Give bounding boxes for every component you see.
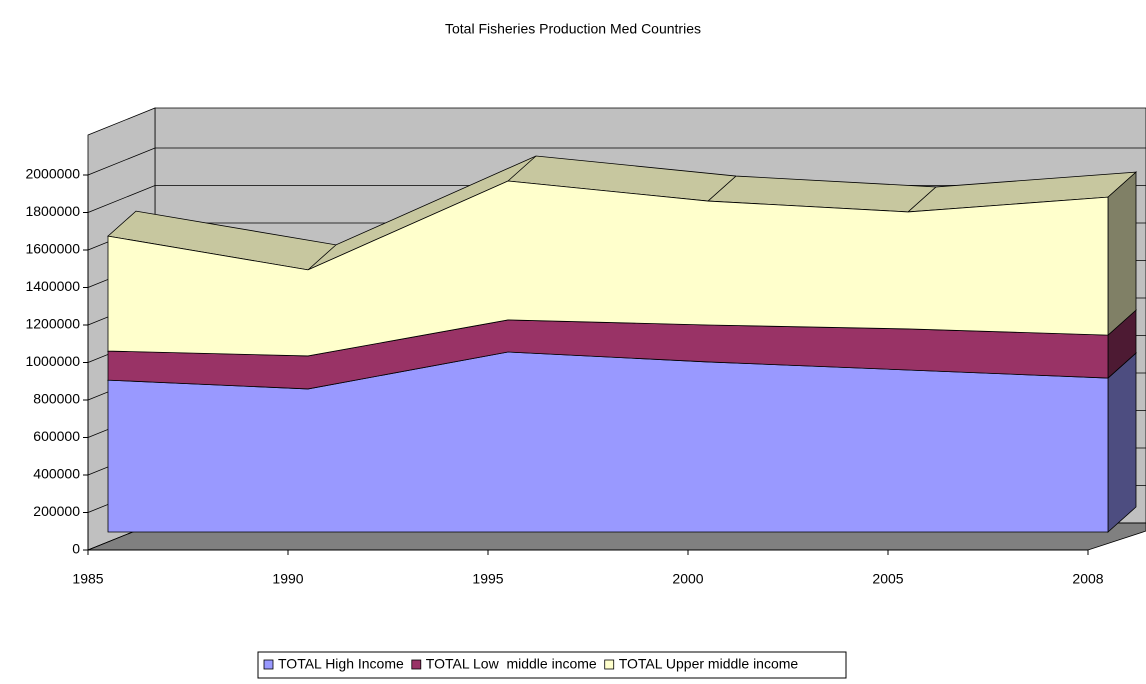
x-tick-label: 1990 (272, 571, 303, 587)
x-tick-label: 1995 (472, 571, 503, 587)
legend-swatch (263, 659, 274, 670)
legend-box (257, 651, 847, 679)
legend-label: TOTAL Upper middle income (619, 656, 799, 672)
y-tick-label: 600000 (33, 428, 80, 444)
legend-label: TOTAL Low middle income (426, 656, 597, 672)
y-tick-label: 0 (72, 541, 80, 557)
y-tick-label: 800000 (33, 391, 80, 407)
x-tick-label: 1985 (72, 571, 103, 587)
area-top-edge (907, 186, 937, 213)
y-tick-label: 2000000 (25, 166, 80, 182)
area-side (1107, 352, 1137, 533)
y-tick-label: 400000 (33, 466, 80, 482)
area-top-edge (507, 155, 537, 182)
y-tick-label: 1400000 (25, 278, 80, 294)
y-tick-label: 1200000 (25, 316, 80, 332)
chart-title: Total Fisheries Production Med Countries (445, 21, 701, 37)
y-tick-label: 1800000 (25, 203, 80, 219)
area-top-edge (307, 244, 337, 271)
y-tick-label: 200000 (33, 503, 80, 519)
grid-line (87, 147, 1146, 176)
area-side (1107, 171, 1137, 337)
area-top-edge (707, 175, 737, 202)
x-tick-label: 2005 (872, 571, 903, 587)
legend-swatch (604, 659, 615, 670)
area (107, 180, 1109, 357)
x-tick-label: 2008 (1072, 571, 1103, 587)
y-tick-label: 1600000 (25, 241, 80, 257)
y-tick-label: 1000000 (25, 353, 80, 369)
legend-swatch (411, 659, 422, 670)
x-tick-label: 2000 (672, 571, 703, 587)
legend-label: TOTAL High Income (278, 656, 404, 672)
